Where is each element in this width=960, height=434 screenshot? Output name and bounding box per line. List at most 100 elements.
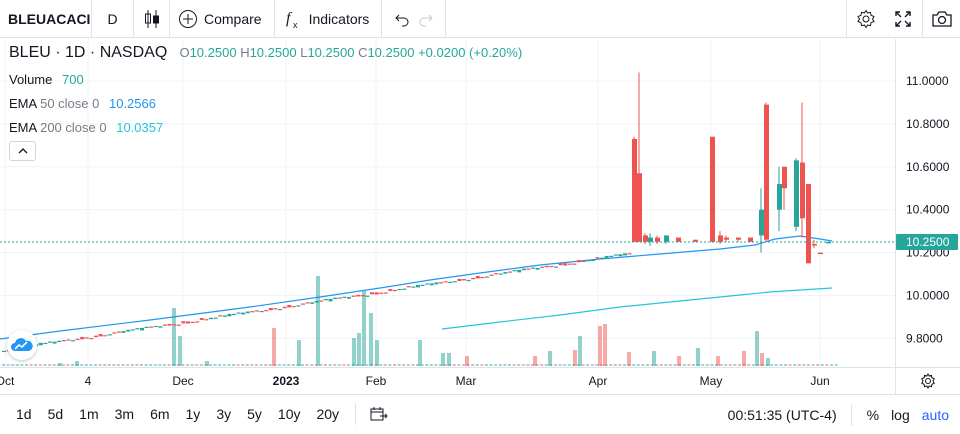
study-ema-50[interactable]: EMA 50 close 0 10.2566 <box>9 96 156 111</box>
volume-bar <box>578 336 582 366</box>
candle <box>577 260 581 263</box>
chevron-up-icon <box>18 148 28 154</box>
redo-icon[interactable] <box>418 11 434 27</box>
interval-button[interactable]: D <box>92 0 134 38</box>
range-1y[interactable]: 1y <box>185 406 201 422</box>
volume-bar <box>362 291 366 366</box>
candle <box>126 329 131 332</box>
screenshot-button[interactable] <box>922 0 960 38</box>
candle <box>98 334 103 337</box>
candle <box>618 254 623 257</box>
logo-icon[interactable] <box>7 330 37 360</box>
candle <box>471 277 476 280</box>
settings-button[interactable] <box>846 0 884 38</box>
volume-bar <box>38 364 42 366</box>
volume-bar <box>701 364 705 366</box>
candle <box>342 296 347 298</box>
axis-settings-button[interactable] <box>895 367 960 394</box>
fullscreen-button[interactable] <box>884 0 922 38</box>
range-5y[interactable]: 5y <box>247 406 262 422</box>
candle <box>314 300 319 303</box>
study-ema-200[interactable]: EMA 200 close 0 10.0357 <box>9 120 163 135</box>
auto-toggle[interactable]: auto <box>921 406 949 423</box>
volume-bar <box>797 364 801 366</box>
volume-bar <box>15 364 19 366</box>
candle <box>777 183 782 210</box>
price-axis[interactable]: 11.0000 10.8000 10.6000 10.4000 10.2000 10.00… <box>895 39 960 367</box>
volume-bar <box>222 364 226 366</box>
chart-type-button[interactable] <box>134 0 170 38</box>
candle <box>241 312 246 315</box>
candle <box>305 302 310 304</box>
symbol-search-button[interactable]: BLEUACACI <box>0 0 92 38</box>
main-chart[interactable] <box>0 39 895 367</box>
open-label: O <box>179 45 190 60</box>
volume-bar <box>471 364 475 366</box>
volume-bar <box>11 364 15 366</box>
study-volume[interactable]: Volume 700 <box>9 72 84 87</box>
candle <box>337 297 342 299</box>
candle <box>494 273 499 275</box>
candle <box>800 162 805 219</box>
volume-bar <box>369 313 373 366</box>
range-10y[interactable]: 10y <box>277 406 301 422</box>
volume-bar <box>609 364 613 366</box>
candle <box>365 295 370 297</box>
time-tick-label: 2023 <box>273 374 300 388</box>
collapse-legend-button[interactable] <box>9 141 36 161</box>
volume-bar <box>383 364 387 366</box>
candle <box>693 239 698 242</box>
clock[interactable]: 00:51:35 (UTC-4) <box>727 406 837 423</box>
candle <box>637 173 642 242</box>
volume-bar <box>452 364 456 366</box>
percent-toggle[interactable]: % <box>866 406 880 423</box>
volume-bar <box>2 364 5 366</box>
volume-bar <box>784 364 787 366</box>
chart-pane[interactable] <box>0 39 895 367</box>
range-20y[interactable]: 20y <box>316 406 340 422</box>
volume-bar <box>465 356 469 366</box>
candle <box>112 332 117 334</box>
range-1d[interactable]: 1d <box>16 406 32 422</box>
range-6m[interactable]: 6m <box>150 406 170 422</box>
volume-bar <box>554 364 557 366</box>
volume-bar <box>544 364 548 366</box>
range-3m[interactable]: 3m <box>114 406 135 422</box>
candle <box>301 303 305 305</box>
candle <box>812 244 817 246</box>
candle <box>826 241 831 244</box>
time-axis[interactable]: Oct 4 Dec 2023 Feb Mar Apr May Jun <box>0 367 895 394</box>
volume-bar <box>158 364 162 366</box>
volume-bar <box>397 364 401 366</box>
volume-bar <box>774 364 778 366</box>
time-tick-label: Jun <box>810 374 829 388</box>
candle <box>452 281 457 283</box>
volume-bar <box>352 338 356 366</box>
candle <box>600 257 604 259</box>
log-toggle[interactable]: log <box>891 406 910 423</box>
volume-bar <box>563 364 567 366</box>
volume-bar <box>241 364 245 366</box>
range-5d[interactable]: 5d <box>47 406 64 422</box>
fullscreen-icon <box>894 10 912 28</box>
range-3y[interactable]: 3y <box>216 406 232 422</box>
volume-bar <box>319 364 323 366</box>
volume-bar <box>760 353 764 366</box>
volume-bar <box>793 364 797 366</box>
candle <box>429 283 434 286</box>
compare-button[interactable]: Compare <box>170 0 275 38</box>
candle <box>563 263 568 266</box>
candle <box>107 334 112 336</box>
undo-icon[interactable] <box>394 11 410 27</box>
volume-bar <box>573 350 577 366</box>
volume-bar <box>250 364 254 366</box>
candle <box>676 237 681 242</box>
range-1m[interactable]: 1m <box>79 406 99 422</box>
candle <box>264 310 269 312</box>
date-range-icon[interactable] <box>364 406 394 422</box>
price-tick-label: 9.8000 <box>906 331 943 345</box>
volume-bar <box>218 364 222 366</box>
candle <box>103 335 108 337</box>
volume-bar <box>802 364 806 366</box>
